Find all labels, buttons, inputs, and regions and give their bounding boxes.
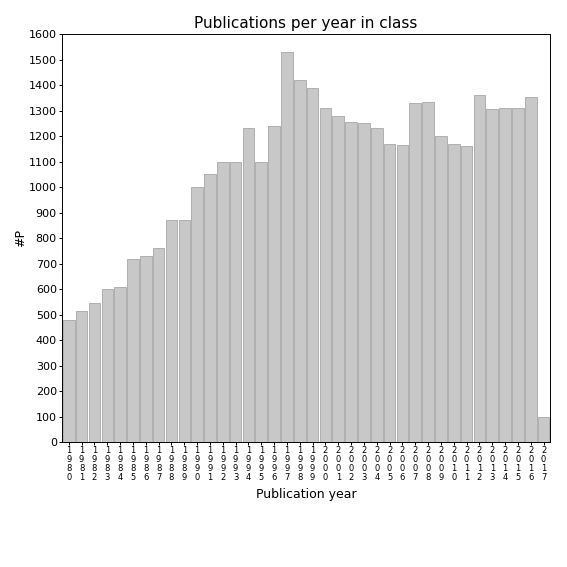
Bar [422,101,434,442]
Bar [384,144,395,442]
Bar [76,311,87,442]
Bar [307,87,319,442]
Bar [320,108,331,442]
Bar [166,221,177,442]
Title: Publications per year in class: Publications per year in class [194,16,418,31]
Bar [461,146,472,442]
Bar [115,287,126,442]
Bar [243,129,254,442]
Bar [500,108,511,442]
X-axis label: Publication year: Publication year [256,488,357,501]
Bar [127,259,139,442]
Bar [332,116,344,442]
Bar [397,145,408,442]
Bar [88,303,100,442]
Bar [217,162,229,442]
Bar [281,52,293,442]
Y-axis label: #P: #P [14,229,27,247]
Bar [230,162,242,442]
Bar [204,175,215,442]
Bar [435,136,447,442]
Bar [448,144,459,442]
Bar [63,320,74,442]
Bar [358,124,370,442]
Bar [140,256,151,442]
Bar [409,103,421,442]
Bar [153,248,164,442]
Bar [179,221,190,442]
Bar [486,109,498,442]
Bar [256,162,267,442]
Bar [538,417,549,442]
Bar [294,80,306,442]
Bar [101,289,113,442]
Bar [512,108,524,442]
Bar [191,187,203,442]
Bar [268,126,280,442]
Bar [473,95,485,442]
Bar [525,96,536,442]
Bar [345,122,357,442]
Bar [371,129,383,442]
